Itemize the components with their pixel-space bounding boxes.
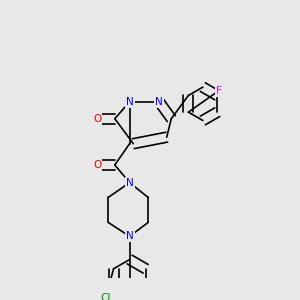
- Text: F: F: [216, 86, 221, 96]
- Text: N: N: [126, 178, 134, 188]
- Text: Cl: Cl: [100, 293, 111, 300]
- Text: N: N: [126, 231, 134, 242]
- Text: N: N: [126, 97, 134, 107]
- Text: O: O: [93, 160, 101, 170]
- Text: O: O: [93, 114, 101, 124]
- Text: N: N: [155, 97, 163, 107]
